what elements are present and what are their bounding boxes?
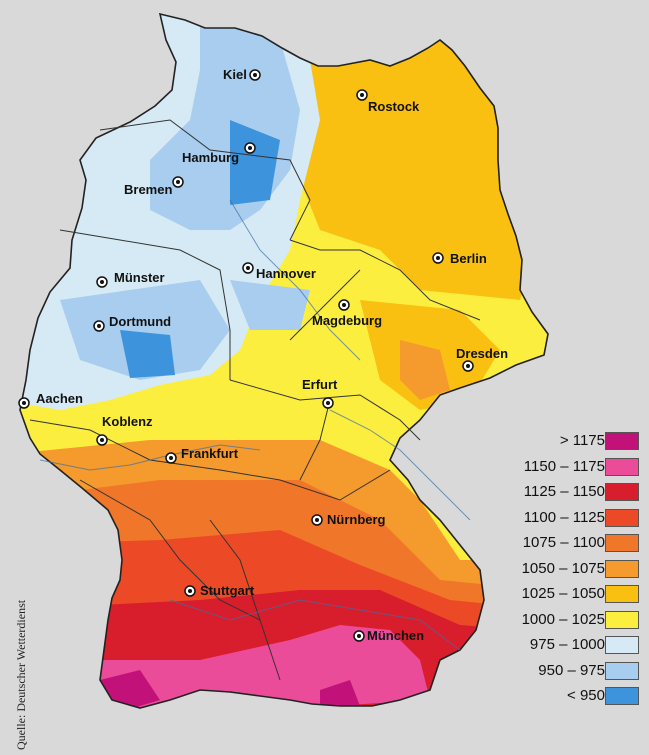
city-marker: München: [353, 628, 424, 643]
legend-label: 1050 – 1075: [521, 559, 605, 577]
legend-item: 1025 – 1050: [490, 583, 645, 605]
city-dot-center: [188, 589, 192, 593]
city-label: Berlin: [450, 251, 487, 266]
city-label: München: [367, 628, 424, 643]
legend-swatch: [605, 661, 639, 680]
city-dot-center: [176, 180, 180, 184]
city-label: Frankfurt: [181, 446, 239, 461]
legend-item: 1125 – 1150: [490, 481, 645, 503]
city-marker: Nürnberg: [311, 512, 386, 527]
legend-swatch: [605, 483, 639, 501]
legend-swatch: [605, 687, 639, 705]
city-dot-center: [100, 438, 104, 442]
city-dot-center: [169, 456, 173, 460]
city-label: Bremen: [124, 182, 172, 197]
legend-label: < 950: [567, 687, 605, 704]
city-dot-center: [248, 146, 252, 150]
city-dot-center: [466, 364, 470, 368]
city-label: Kiel: [223, 67, 247, 82]
source-credit: Quelle: Deutscher Wetterdienst: [0, 520, 28, 750]
city-label: Rostock: [368, 99, 420, 114]
source-text: Quelle: Deutscher Wetterdienst: [14, 599, 28, 750]
city-marker: Münster: [96, 270, 165, 288]
city-dot-center: [97, 324, 101, 328]
city-marker: Dresden: [456, 346, 508, 372]
legend-swatch: [605, 432, 639, 450]
legend-label: 1100 – 1125: [523, 508, 605, 526]
legend-label: 1000 – 1025: [521, 610, 605, 628]
city-label: Nürnberg: [327, 512, 386, 527]
legend-swatch: [605, 559, 639, 578]
city-label: Magdeburg: [312, 313, 382, 328]
legend-swatch: [605, 610, 639, 629]
city-dot-center: [326, 401, 330, 405]
legend-swatch: [605, 636, 639, 654]
legend-item: 1075 – 1100: [490, 532, 645, 554]
city-marker: Hamburg: [182, 142, 256, 165]
city-dot-center: [315, 518, 319, 522]
city-label: Erfurt: [302, 377, 338, 392]
legend-item: 1100 – 1125: [490, 507, 645, 529]
city-dot-center: [253, 73, 257, 77]
city-marker: Berlin: [432, 251, 487, 266]
legend-swatch: [605, 585, 639, 603]
city-marker: Dortmund: [93, 314, 171, 332]
legend-item: < 950: [490, 685, 645, 707]
legend-label: 975 – 1000: [529, 636, 605, 653]
legend-label: 1075 – 1100: [522, 534, 605, 551]
city-marker: Koblenz: [96, 414, 153, 446]
legend-item: 950 – 975: [490, 660, 645, 682]
city-label: Stuttgart: [200, 583, 255, 598]
city-label: Dresden: [456, 346, 508, 361]
city-dot-center: [360, 93, 364, 97]
city-label: Koblenz: [102, 414, 153, 429]
legend-swatch: [605, 508, 639, 527]
city-marker: Stuttgart: [184, 583, 255, 598]
city-label: Hannover: [256, 266, 316, 281]
rivers: [39, 199, 471, 651]
city-dot-center: [246, 266, 250, 270]
city-marker: Erfurt: [302, 377, 338, 409]
city-marker: Bremen: [124, 176, 184, 197]
city-label: Aachen: [36, 391, 83, 406]
legend-label: > 1175: [559, 432, 605, 449]
legend-label: 1125 – 1150: [523, 483, 605, 500]
city-label: Münster: [114, 270, 165, 285]
legend-label: 1025 – 1050: [521, 585, 605, 602]
city-marker: Hannover: [242, 262, 316, 281]
city-dot-center: [22, 401, 26, 405]
legend-item: 975 – 1000: [490, 634, 645, 656]
city-label: Dortmund: [109, 314, 171, 329]
city-dot-center: [436, 256, 440, 260]
city-marker: Kiel: [223, 67, 261, 82]
city-marker: Magdeburg: [312, 299, 382, 328]
city-marker: Frankfurt: [165, 446, 239, 464]
city-marker: Rostock: [356, 89, 420, 114]
city-dot-center: [342, 303, 346, 307]
legend-item: 1000 – 1025: [490, 609, 645, 631]
city-marker: Aachen: [18, 391, 83, 409]
city-dot-center: [357, 634, 361, 638]
legend-item: 1050 – 1075: [490, 558, 645, 580]
legend-label: 1150 – 1175: [523, 457, 605, 475]
city-dot-center: [100, 280, 104, 284]
city-label: Hamburg: [182, 150, 239, 165]
legend-item: 1150 – 1175: [490, 456, 645, 478]
legend-swatch: [605, 457, 639, 476]
legend-label: 950 – 975: [538, 661, 605, 679]
legend-item: > 1175: [490, 430, 645, 452]
state-borders: [29, 119, 481, 681]
legend-swatch: [605, 534, 639, 552]
